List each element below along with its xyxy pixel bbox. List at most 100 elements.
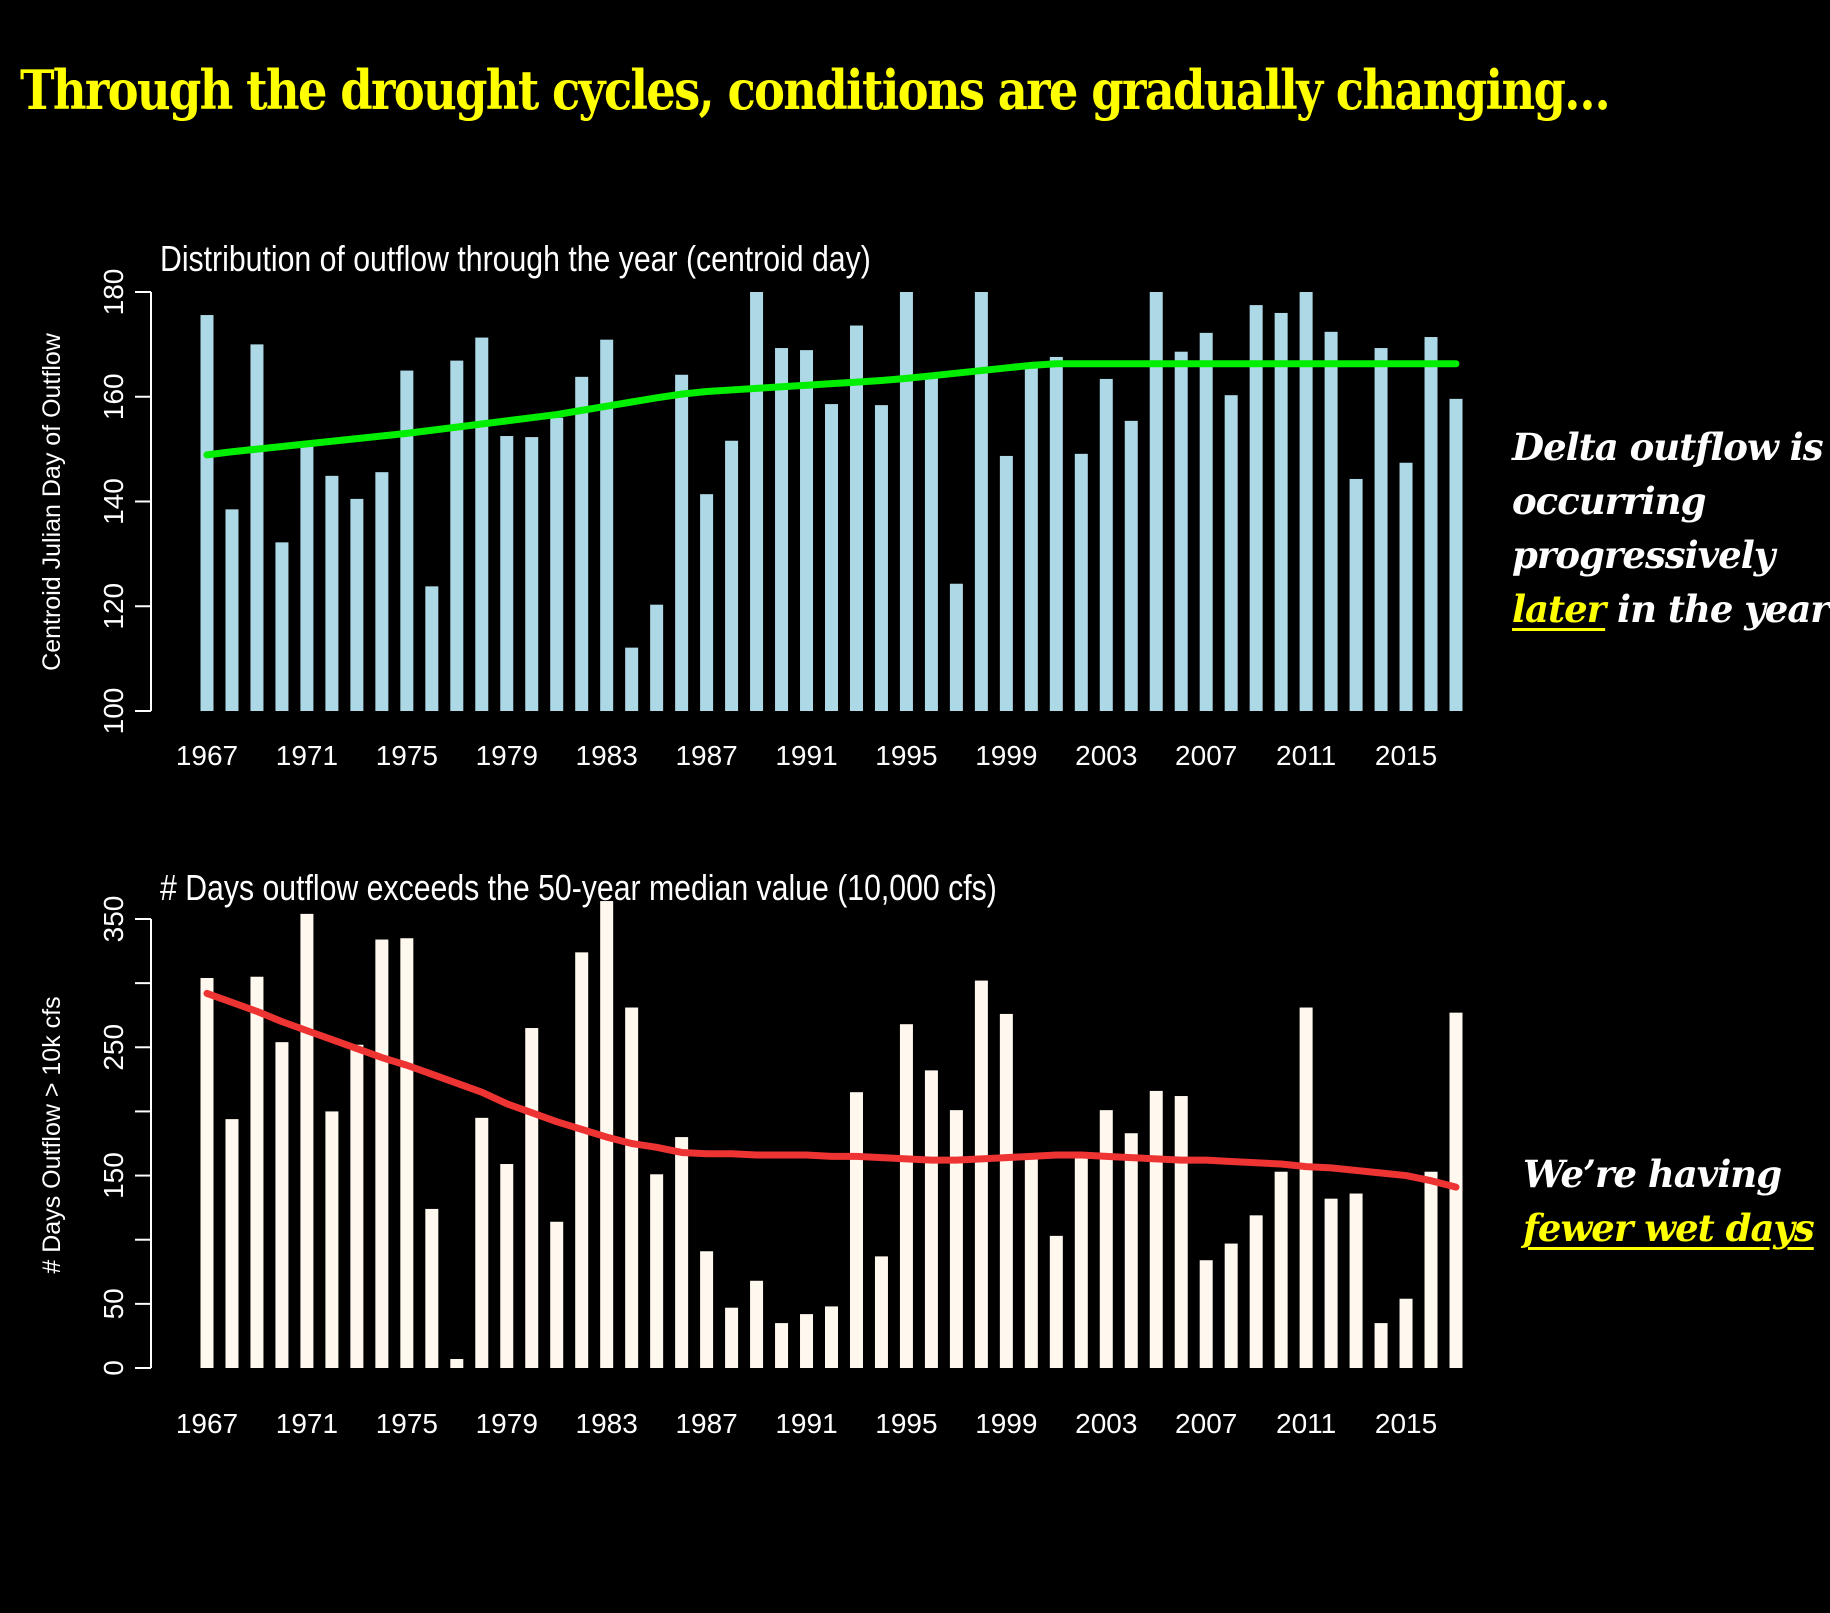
bar-1997 [949,1110,963,1368]
x-tick-label-1983: 1983 [576,740,638,771]
bar-2017 [1449,398,1463,711]
bar-2016 [1424,337,1438,711]
annotation-line: Delta outflow is [1512,425,1824,469]
y-tick-label: 160 [98,373,129,420]
bar-1970 [275,542,289,711]
annotation-line: fewer wet days [1523,1201,1815,1255]
y-tick-label: 180 [98,269,129,316]
bar-1980 [525,1028,539,1368]
bar-2007 [1199,1260,1213,1368]
bar-1980 [525,437,539,711]
x-tick-label-1987: 1987 [675,740,737,771]
bar-2003 [1099,378,1113,711]
bar-1976 [425,1208,439,1368]
x-tick-label-2015: 2015 [1375,1408,1437,1439]
bar-1982 [575,952,589,1368]
bar-2009 [1249,1215,1263,1368]
bar-1984 [625,1007,639,1368]
y-tick-label: 150 [98,1152,129,1199]
bar-1972 [325,1111,339,1368]
x-tick-label-1999: 1999 [975,740,1037,771]
bar-1992 [825,404,838,711]
bar-1987 [700,1251,714,1368]
y-tick-label: 50 [98,1288,129,1319]
centroid-day-chart: Distribution of outflow through the year… [38,240,1463,771]
x-tick-label-1967: 1967 [176,1408,238,1439]
bar-1981 [550,417,564,711]
y-tick-label: 140 [98,478,129,525]
y-tick-label: 0 [98,1360,129,1376]
y-axis-title: Centroid Julian Day of Outflow [38,332,66,671]
bar-2000 [1024,1155,1038,1368]
bar-1999 [999,1013,1013,1368]
annotation-line: progressively [1512,533,1775,577]
x-tick-label-1991: 1991 [775,740,837,771]
bar-1968 [225,509,239,711]
bottom-annotation: We’re having fewer wet days [1523,1147,1815,1255]
bar-2001 [1049,1235,1063,1368]
bar-1991 [800,1314,814,1368]
top-annotation: Delta outflow is occurring progressively… [1512,420,1830,636]
x-tick-label-1995: 1995 [875,1408,937,1439]
x-tick-label-2011: 2011 [1276,1408,1336,1439]
bar-2011 [1299,1007,1313,1368]
chart-title: # Days outflow exceeds the 50-year media… [160,869,997,909]
bar-2004 [1124,420,1138,711]
bar-1985 [650,604,664,711]
bar-2008 [1224,395,1238,711]
x-tick-label-1983: 1983 [576,1408,638,1439]
x-tick-label-2007: 2007 [1175,740,1237,771]
x-tick-label-2007: 2007 [1175,1408,1237,1439]
bar-1989 [750,1280,764,1368]
bar-2015 [1399,1298,1413,1368]
y-tick-label: 250 [98,1024,129,1071]
bar-1967 [200,315,214,711]
x-tick-label-1971: 1971 [276,740,338,771]
bar-1996 [924,376,938,711]
bar-1974 [375,939,389,1368]
bar-1977 [450,360,464,711]
bar-1995 [899,1024,913,1368]
x-tick-label-1979: 1979 [476,1408,538,1439]
bar-2012 [1324,1198,1338,1368]
bar-2010 [1274,312,1288,711]
chart-title: Distribution of outflow through the year… [160,240,871,280]
bar-1995 [899,292,913,711]
bar-1978 [475,1117,489,1368]
x-tick-label-1975: 1975 [376,740,438,771]
bar-1986 [675,1137,689,1368]
x-tick-label-1991: 1991 [775,1408,837,1439]
y-tick-label: 120 [98,583,129,630]
bar-1990 [775,348,789,711]
bar-2013 [1349,478,1363,711]
bar-2013 [1349,1193,1363,1368]
bar-1990 [775,1323,789,1368]
bar-2010 [1274,1171,1288,1368]
bar-1983 [600,339,614,711]
bar-1994 [874,1256,888,1368]
bar-1985 [650,1174,664,1368]
x-tick-label-1987: 1987 [675,1408,737,1439]
bar-1978 [475,337,489,711]
bar-2004 [1124,1133,1138,1368]
bar-1988 [725,440,739,711]
bar-1973 [350,498,364,711]
bar-1987 [700,494,714,711]
bar-1967 [200,978,214,1368]
bar-2009 [1249,305,1263,711]
annotation-tail: in the year [1605,587,1830,631]
bar-1993 [849,1092,863,1368]
bar-1969 [250,344,264,711]
y-tick-label: 350 [98,896,129,943]
bar-1969 [250,976,264,1368]
bar-1989 [750,292,764,711]
y-axis-title: # Days Outflow > 10k cfs [38,996,66,1273]
bar-2012 [1324,331,1338,711]
bar-1988 [725,1307,739,1368]
bar-1968 [225,1119,239,1368]
bar-1992 [825,1306,838,1368]
bar-1979 [500,436,514,711]
bar-1977 [450,1359,464,1368]
bar-2016 [1424,1171,1438,1368]
